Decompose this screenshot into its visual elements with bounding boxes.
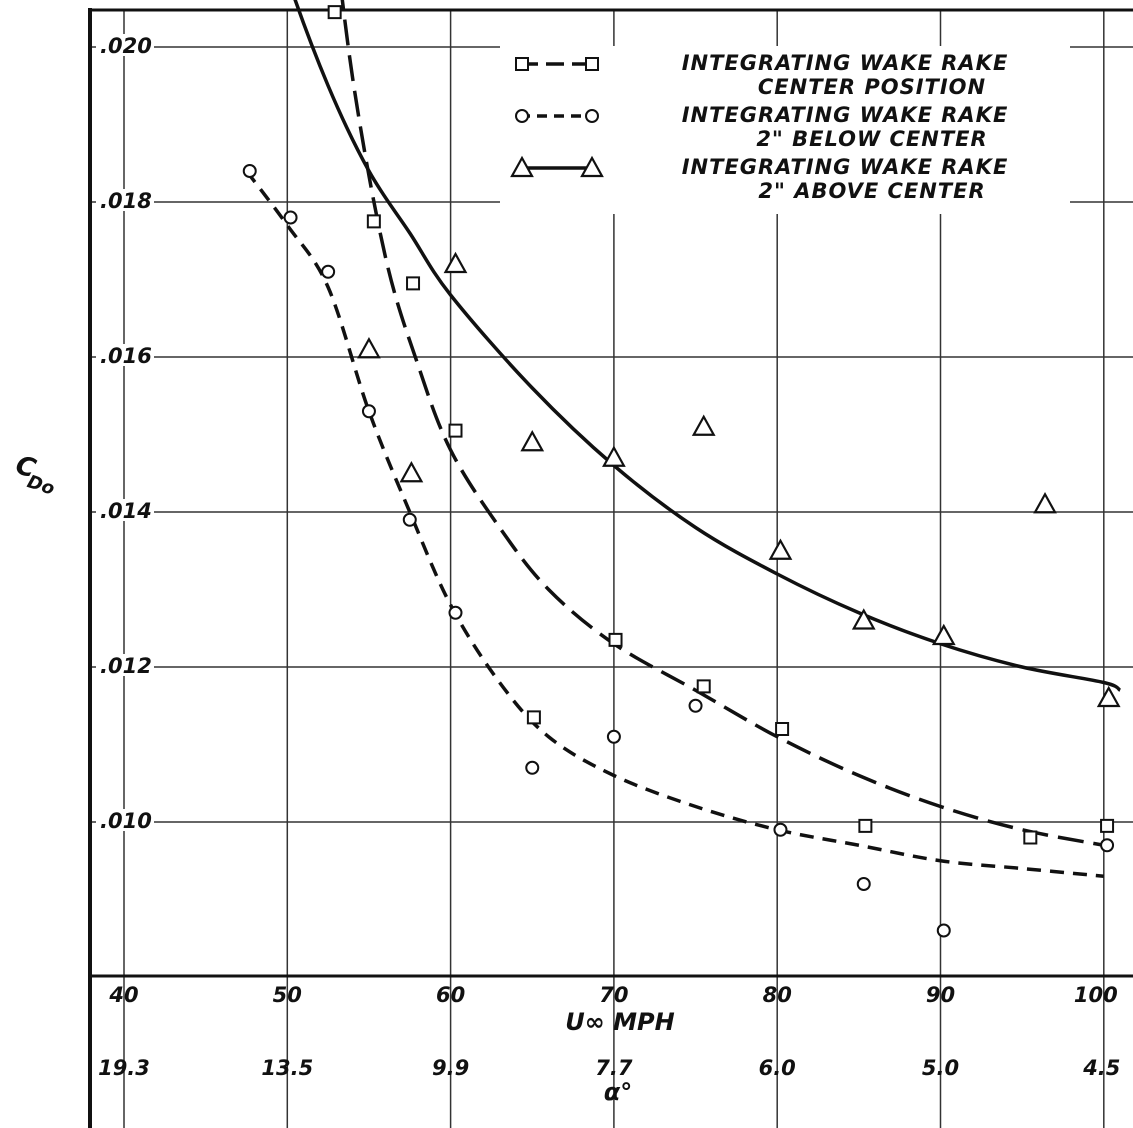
- y-tick-label-bg: [96, 809, 154, 831]
- data-point-circle: [936, 923, 951, 938]
- data-point-circle: [361, 404, 376, 419]
- data-point-triangle: [399, 460, 424, 483]
- fit-curve-triangle: [293, 0, 1122, 692]
- data-point-square: [608, 632, 623, 647]
- x2-tick-label: 5.0: [922, 1056, 959, 1080]
- y-tick-label: .018: [100, 189, 152, 213]
- x-axis-label: U∞ MPH: [565, 1008, 674, 1036]
- y-tick-label-bg: [96, 34, 154, 56]
- y-tick-label-bg: [96, 189, 154, 211]
- data-point-circle: [856, 877, 871, 891]
- x-tick-label: 80: [763, 983, 792, 1007]
- legend-label-line1: INTEGRATING WAKE RAKE: [682, 155, 1009, 179]
- fit-curve-circle: [245, 169, 1104, 878]
- legend-marker-triangle: [580, 155, 604, 178]
- x-tick-label: 60: [436, 983, 465, 1007]
- data-point-square: [1023, 830, 1038, 845]
- legend-marker-square: [515, 57, 529, 71]
- y-tick-label: .014: [100, 499, 152, 523]
- y-tick-label: .012: [100, 654, 152, 678]
- data-point-circle: [448, 605, 463, 620]
- legend-box: [500, 46, 1070, 214]
- y-tick-label-bg: [96, 499, 154, 521]
- data-point-triangle: [768, 538, 793, 560]
- data-point-circle: [606, 729, 621, 744]
- y-axis-label-subscript: Do: [25, 471, 57, 499]
- data-point-triangle: [357, 336, 381, 359]
- y-tick-label: .016: [100, 344, 152, 368]
- legend-marker-circle: [585, 109, 599, 123]
- data-point-square: [327, 5, 342, 20]
- x2-tick-label: 6.0: [759, 1056, 796, 1080]
- y-tick-label-bg: [96, 344, 154, 366]
- data-point-square: [448, 423, 463, 438]
- fit-curves: [245, 0, 1122, 878]
- tick-labels: .010 .012 .014 .016 .018 .020 40 50 60 70 80 90 100 1…: [96, 34, 1120, 1080]
- data-point-circle: [688, 698, 703, 713]
- data-point-square: [858, 818, 873, 833]
- data-point-square: [1100, 818, 1115, 833]
- data-point-triangle: [931, 623, 956, 646]
- legend-marker-circle: [515, 109, 529, 123]
- x-tick-label: 40: [108, 983, 138, 1007]
- legend-label-line2: 2" ABOVE CENTER: [758, 179, 985, 203]
- legend-label-line1: INTEGRATING WAKE RAKE: [682, 103, 1009, 127]
- x-tick-label: 70: [599, 983, 628, 1007]
- axes: [88, 8, 1133, 1128]
- fit-curve-square: [340, 0, 1105, 847]
- x-tick-label: 100: [1074, 983, 1118, 1007]
- legend-marker-square: [585, 57, 599, 71]
- data-point-triangle: [1033, 491, 1057, 514]
- data-point-triangle: [691, 414, 716, 436]
- data-point-triangle: [1096, 685, 1121, 708]
- data-point-square: [406, 276, 421, 291]
- data-point-square: [775, 722, 790, 736]
- legend-label-line2: CENTER POSITION: [758, 75, 986, 99]
- legend-marker-triangle: [510, 155, 534, 178]
- y-tick-label: .010: [100, 809, 152, 833]
- data-point-circle: [525, 760, 540, 775]
- data-point-circle: [242, 164, 257, 178]
- data-point-circle: [773, 822, 788, 837]
- x2-tick-label: 9.9: [432, 1056, 469, 1080]
- data-points: [242, 5, 1121, 938]
- y-tick-label-bg: [96, 654, 154, 676]
- data-point-circle: [402, 512, 417, 527]
- data-point-circle: [321, 264, 336, 279]
- data-point-triangle: [443, 251, 468, 274]
- x2-tick-label: 4.5: [1082, 1056, 1120, 1080]
- data-point-circle: [1100, 838, 1115, 853]
- legend-label-line2: 2" BELOW CENTER: [756, 127, 987, 151]
- data-point-square: [526, 710, 541, 725]
- data-point-square: [696, 679, 711, 694]
- y-axis-title: C Do: [12, 450, 57, 500]
- x-tick-label: 90: [926, 983, 955, 1007]
- legend-label-line1: INTEGRATING WAKE RAKE: [682, 51, 1009, 75]
- y-tick-label: .020: [100, 34, 152, 58]
- data-point-triangle: [602, 445, 626, 467]
- data-point-triangle: [851, 608, 876, 630]
- x2-tick-label: 13.5: [261, 1056, 313, 1080]
- x2-axis-label: α°: [604, 1078, 633, 1106]
- data-point-triangle: [520, 429, 545, 452]
- x2-tick-label: 7.7: [595, 1056, 633, 1080]
- x-tick-label: 50: [273, 983, 302, 1007]
- data-point-circle: [283, 210, 298, 225]
- x2-tick-label: 19.3: [98, 1056, 150, 1080]
- data-point-square: [366, 214, 381, 229]
